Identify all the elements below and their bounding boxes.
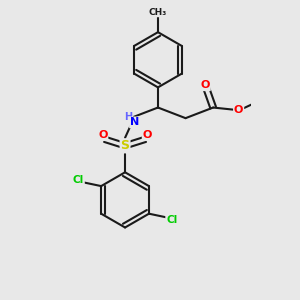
Text: O: O — [234, 105, 243, 115]
Text: O: O — [143, 130, 152, 140]
Text: Cl: Cl — [73, 175, 84, 185]
Text: N: N — [130, 117, 139, 128]
Text: H: H — [124, 112, 132, 122]
Text: Cl: Cl — [166, 215, 177, 225]
Text: CH₃: CH₃ — [149, 8, 167, 16]
Text: S: S — [121, 139, 130, 152]
Text: O: O — [200, 80, 210, 90]
Text: O: O — [98, 130, 107, 140]
